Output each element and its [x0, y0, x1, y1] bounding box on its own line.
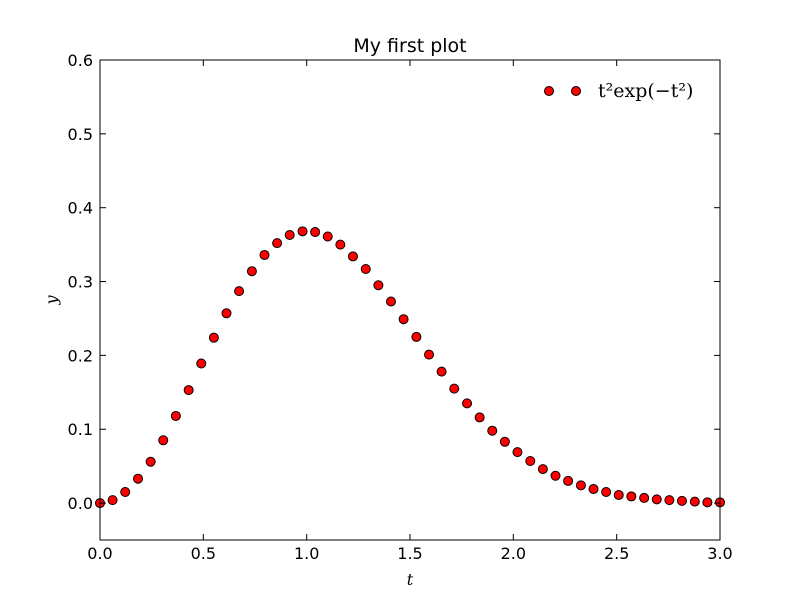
y-tick-label: 0.2	[68, 346, 93, 365]
data-point	[373, 280, 384, 291]
data-point	[436, 366, 447, 377]
plot-frame	[99, 59, 721, 541]
legend: t²exp(−t²)	[544, 80, 693, 102]
data-point	[322, 231, 333, 242]
data-point	[626, 491, 637, 502]
data-point	[689, 496, 700, 507]
data-point	[284, 230, 295, 241]
data-point	[347, 251, 358, 262]
x-tick-label: 2.5	[604, 544, 629, 563]
data-point	[449, 383, 460, 394]
y-tick-label: 0.6	[68, 51, 93, 70]
y-axis-label: y	[42, 295, 61, 306]
data-point	[335, 239, 346, 250]
data-point	[601, 487, 612, 497]
x-tick-label: 1.0	[294, 544, 319, 563]
y-tick-label: 0.0	[68, 494, 93, 513]
x-tick-label: 2.0	[501, 544, 526, 563]
data-point	[474, 412, 485, 423]
y-tick-label: 0.5	[68, 125, 93, 144]
data-point	[563, 475, 574, 486]
data-point	[664, 495, 675, 506]
data-point	[234, 286, 245, 297]
data-point	[196, 358, 207, 369]
x-tick-label: 1.5	[397, 544, 422, 563]
data-point	[525, 455, 536, 466]
data-point	[702, 497, 713, 508]
x-tick-label: 3.0	[707, 544, 732, 563]
data-point	[651, 494, 662, 505]
data-point	[208, 332, 219, 343]
legend-label: t²exp(−t²)	[598, 80, 693, 102]
y-tick-label: 0.3	[68, 273, 93, 292]
data-point	[639, 492, 650, 503]
x-tick-label: 0.5	[191, 544, 216, 563]
data-point	[398, 314, 409, 325]
data-point	[170, 410, 181, 421]
data-point	[385, 296, 396, 307]
data-point	[676, 495, 687, 506]
data-point	[120, 487, 131, 497]
data-point	[133, 473, 144, 484]
data-point	[360, 263, 371, 274]
data-point	[487, 425, 498, 436]
data-point	[310, 227, 321, 238]
data-point	[462, 398, 473, 409]
y-tick-label: 0.1	[68, 420, 93, 439]
legend-marker-right	[571, 86, 581, 96]
data-point	[158, 435, 169, 446]
data-point	[183, 385, 194, 396]
data-points	[95, 226, 725, 509]
data-point	[424, 349, 435, 360]
x-axis-label: t	[407, 570, 414, 589]
data-point	[145, 456, 156, 467]
data-point	[411, 331, 422, 342]
data-point	[259, 249, 270, 260]
chart-title: My first plot	[353, 35, 466, 57]
data-point	[297, 226, 308, 237]
data-point	[613, 489, 624, 500]
y-tick-label: 0.4	[68, 199, 93, 218]
data-point	[499, 436, 510, 447]
data-point	[107, 495, 118, 506]
data-point	[575, 480, 586, 491]
data-point	[246, 266, 257, 277]
data-point	[550, 470, 561, 481]
x-tick-label: 0.0	[87, 544, 112, 563]
data-point	[512, 447, 523, 458]
axis-ticks	[99, 59, 721, 540]
y-tick-labels: 0.0 0.1 0.2 0.3 0.4 0.5 0.6	[68, 51, 93, 513]
data-point	[272, 238, 283, 249]
legend-marker-left	[544, 86, 554, 96]
x-tick-labels: 0.0 0.5 1.0 1.5 2.0 2.5 3.0	[87, 544, 732, 563]
data-point	[537, 464, 548, 475]
data-point	[221, 308, 232, 319]
data-point	[588, 484, 599, 495]
